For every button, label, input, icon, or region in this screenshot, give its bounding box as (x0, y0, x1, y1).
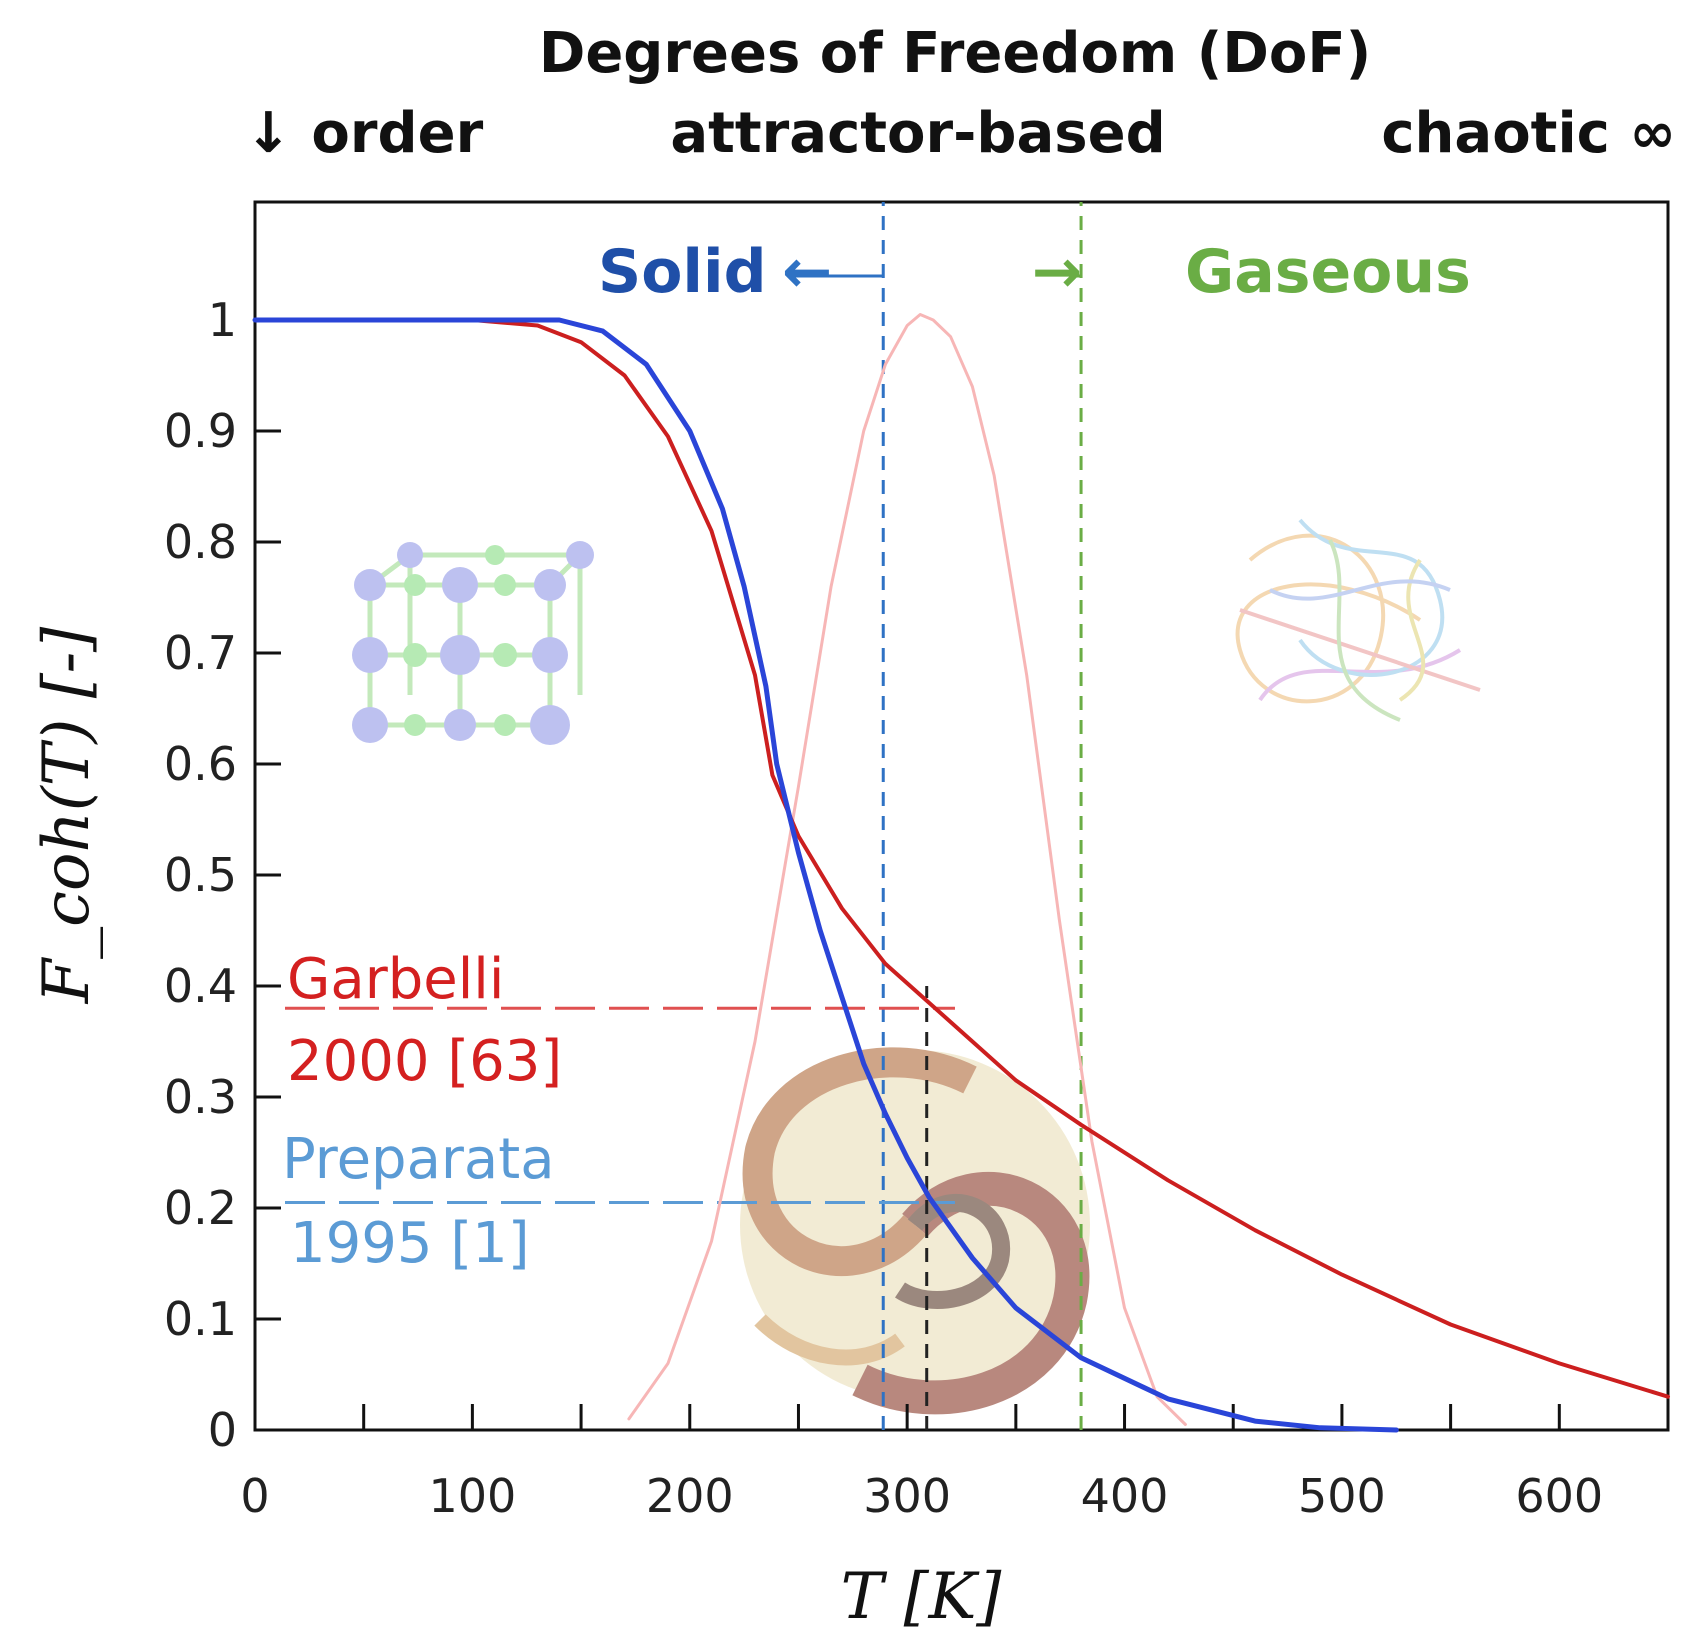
header-left-label: ↓ order (245, 101, 484, 166)
axis-ticks: 0 100 200 300 400 500 600 0 0.1 0.2 0.3 0.4 0.5 0.6 0.… (164, 293, 1603, 1523)
series-line-1 (252, 317, 1399, 1433)
y-tick-label: 0.6 (164, 737, 237, 791)
x-tick-label: 600 (1515, 1469, 1603, 1523)
series-line-0 (253, 318, 1670, 1399)
y-tick-label: 0 (208, 1403, 237, 1457)
y-tick-label: 0.7 (164, 626, 237, 680)
header-center-label: attractor-based (670, 101, 1165, 166)
data-series (252, 313, 1670, 1433)
x-tick-label: 400 (1081, 1469, 1169, 1523)
solid-arrow: ← (782, 237, 832, 307)
y-tick-label: 0.5 (164, 848, 237, 902)
y-tick-label: 0.8 (164, 515, 237, 569)
y-axis-title: F_coh(T) [-] (30, 626, 104, 1005)
x-tick-label: 0 (240, 1469, 269, 1523)
spiral-swirl-icon (740, 1047, 1090, 1415)
series-line-2 (627, 313, 1187, 1426)
header-title: Degrees of Freedom (DoF) (539, 21, 1371, 86)
chaotic-letters-icon (1235, 518, 1481, 722)
gaseous-arrow: → (1032, 237, 1082, 307)
y-tick-label: 1 (208, 293, 237, 347)
plot-area (253, 200, 1670, 1432)
solid-label: Solid (598, 237, 767, 307)
reference-lines (285, 202, 1083, 1430)
x-tick-label: 500 (1298, 1469, 1386, 1523)
preparata-label: Preparata (282, 1127, 555, 1192)
header-right-label: chaotic ∞ (1381, 101, 1676, 166)
x-tick-label: 100 (428, 1469, 516, 1523)
preparata-year-label: 1995 [1] (290, 1211, 530, 1276)
x-tick-label: 300 (863, 1469, 951, 1523)
x-tick-label: 200 (646, 1469, 734, 1523)
y-tick-label: 0.3 (164, 1070, 237, 1124)
crystal-lattice-icon (352, 541, 594, 745)
y-tick-label: 0.1 (164, 1292, 237, 1346)
garbelli-label: Garbelli (287, 947, 504, 1012)
y-tick-label: 0.4 (164, 959, 237, 1013)
y-tick-label: 0.2 (164, 1181, 237, 1235)
gaseous-label: Gaseous (1185, 237, 1471, 307)
y-tick-label: 0.9 (164, 404, 237, 458)
x-axis-title: T [K] (841, 1560, 1003, 1634)
garbelli-year-label: 2000 [63] (287, 1029, 562, 1094)
